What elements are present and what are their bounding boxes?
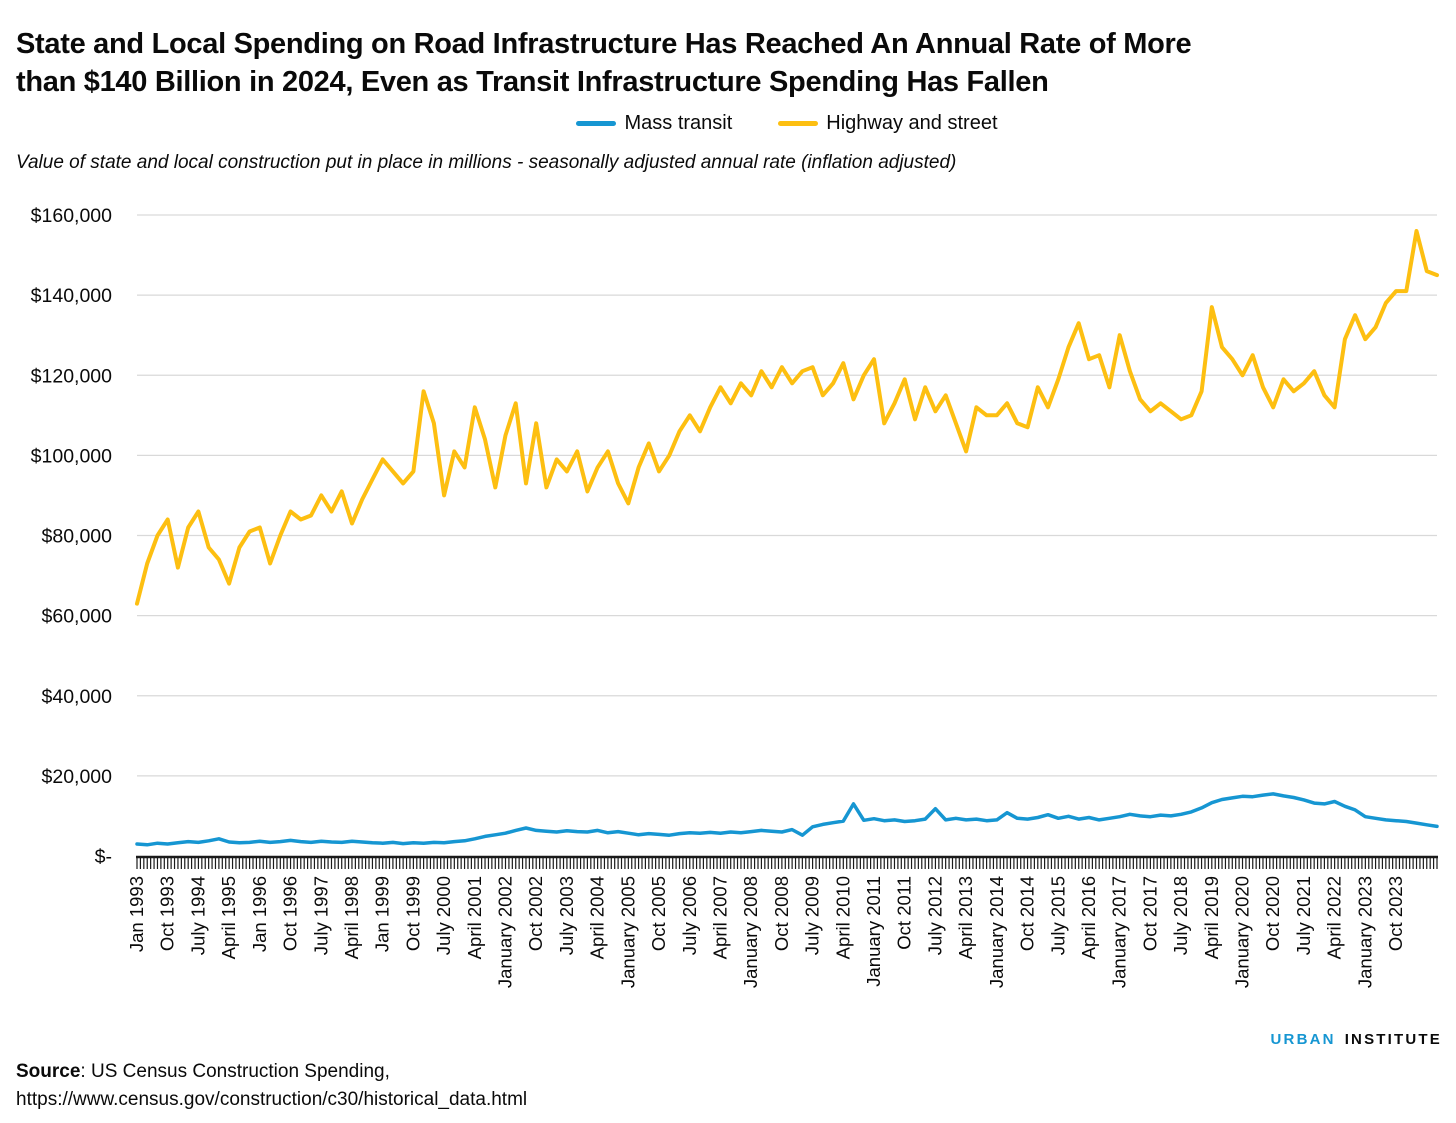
y-tick-label: $100,000 [31,445,112,467]
chart-legend: Mass transit Highway and street [137,112,1437,135]
legend-label-highway: Highway and street [826,112,998,134]
chart-canvas: $160,000 $140,000 $120,000 $100,000 $80,000 $… [31,205,1439,988]
source-label: Source [16,1061,81,1082]
y-tick-label: $160,000 [31,205,112,227]
source-url: https://www.census.gov/construction/c30/… [16,1089,528,1110]
x-tick-label: January 2005 [617,876,638,988]
y-tick-label: $140,000 [31,285,112,307]
x-tick-label: Oct 2017 [1139,876,1160,951]
x-tick-label: July 1997 [310,876,331,955]
x-tick-label: Oct 2008 [771,876,792,951]
y-tick-label: $80,000 [42,526,113,548]
x-tick-label: April 2016 [1078,876,1099,959]
x-tick-label: January 2008 [740,876,761,988]
x-tick-label: April 2004 [587,876,608,959]
x-tick-label: July 2006 [679,876,700,955]
x-tick-label: April 2019 [1201,876,1222,959]
chart-title: State and Local Spending on Road Infrast… [16,25,1446,101]
x-tick-label: July 2012 [924,876,945,955]
x-tick-label: July 2000 [433,876,454,955]
x-tick-label: July 2015 [1047,876,1068,955]
chart-subtitle: Value of state and local construction pu… [16,152,957,173]
source-note: Source: US Census Construction Spending,… [16,1058,527,1114]
x-tick-label: Jan 1999 [372,876,393,952]
x-tick-label: Oct 2014 [1017,876,1038,951]
x-tick-label: Oct 2020 [1262,876,1283,951]
x-tick-label: July 1994 [187,876,208,955]
x-tick-label: July 2009 [802,876,823,955]
legend-item-mass-transit: Mass transit [576,112,732,135]
x-tick-label: Oct 2005 [648,876,669,951]
y-tick-label: $- [95,846,112,868]
x-tick-label: April 2010 [832,876,853,959]
y-tick-label: $40,000 [42,686,113,708]
y-tick-label: $20,000 [42,766,113,788]
urban-institute-logo: URBAN INSTITUTE [1271,1031,1442,1048]
x-axis-ticks [136,858,1438,869]
x-tick-label: April 1998 [341,876,362,959]
highway-line-swatch-icon [778,121,819,126]
x-tick-label: July 2003 [556,876,577,955]
x-tick-label: April 2001 [464,876,485,959]
x-tick-label: Oct 2002 [525,876,546,951]
x-tick-label: Oct 2011 [894,876,915,950]
x-tick-label: January 2011 [863,876,884,987]
chart-title-line2: than $140 Billion in 2024, Even as Trans… [16,66,1049,99]
chart-title-line1: State and Local Spending on Road Infrast… [16,28,1192,61]
x-tick-label: April 2007 [710,876,731,959]
mass-transit-line-swatch-icon [576,121,617,126]
x-tick-label: Oct 1993 [157,876,178,951]
x-tick-label: January 2002 [495,876,516,988]
x-tick-label: Oct 1996 [280,876,301,951]
x-tick-label: January 2014 [986,876,1007,988]
x-tick-label: April 2022 [1324,876,1345,959]
x-tick-label: Jan 1996 [249,876,270,952]
series-line-highway-and-street [135,229,1439,606]
x-tick-label: July 2018 [1170,876,1191,955]
legend-label-mass-transit: Mass transit [624,112,733,134]
x-tick-label: Jan 1993 [126,876,147,952]
y-tick-label: $60,000 [42,606,113,628]
x-tick-label: January 2017 [1109,876,1130,988]
logo-word-urban: URBAN [1270,1031,1336,1048]
x-tick-label: Oct 1999 [402,876,423,951]
x-tick-label: April 1995 [218,876,239,959]
x-tick-label: January 2020 [1232,876,1253,988]
x-tick-label: April 2013 [955,876,976,959]
x-tick-label: Oct 2023 [1385,876,1406,951]
series-line-mass-transit [135,792,1439,847]
y-tick-label: $120,000 [31,365,112,387]
legend-item-highway: Highway and street [778,112,998,135]
x-tick-label: July 2021 [1293,876,1314,955]
logo-word-institute: INSTITUTE [1344,1031,1442,1048]
source-text: : US Census Construction Spending, [80,1061,390,1082]
x-tick-label: January 2023 [1354,876,1375,988]
